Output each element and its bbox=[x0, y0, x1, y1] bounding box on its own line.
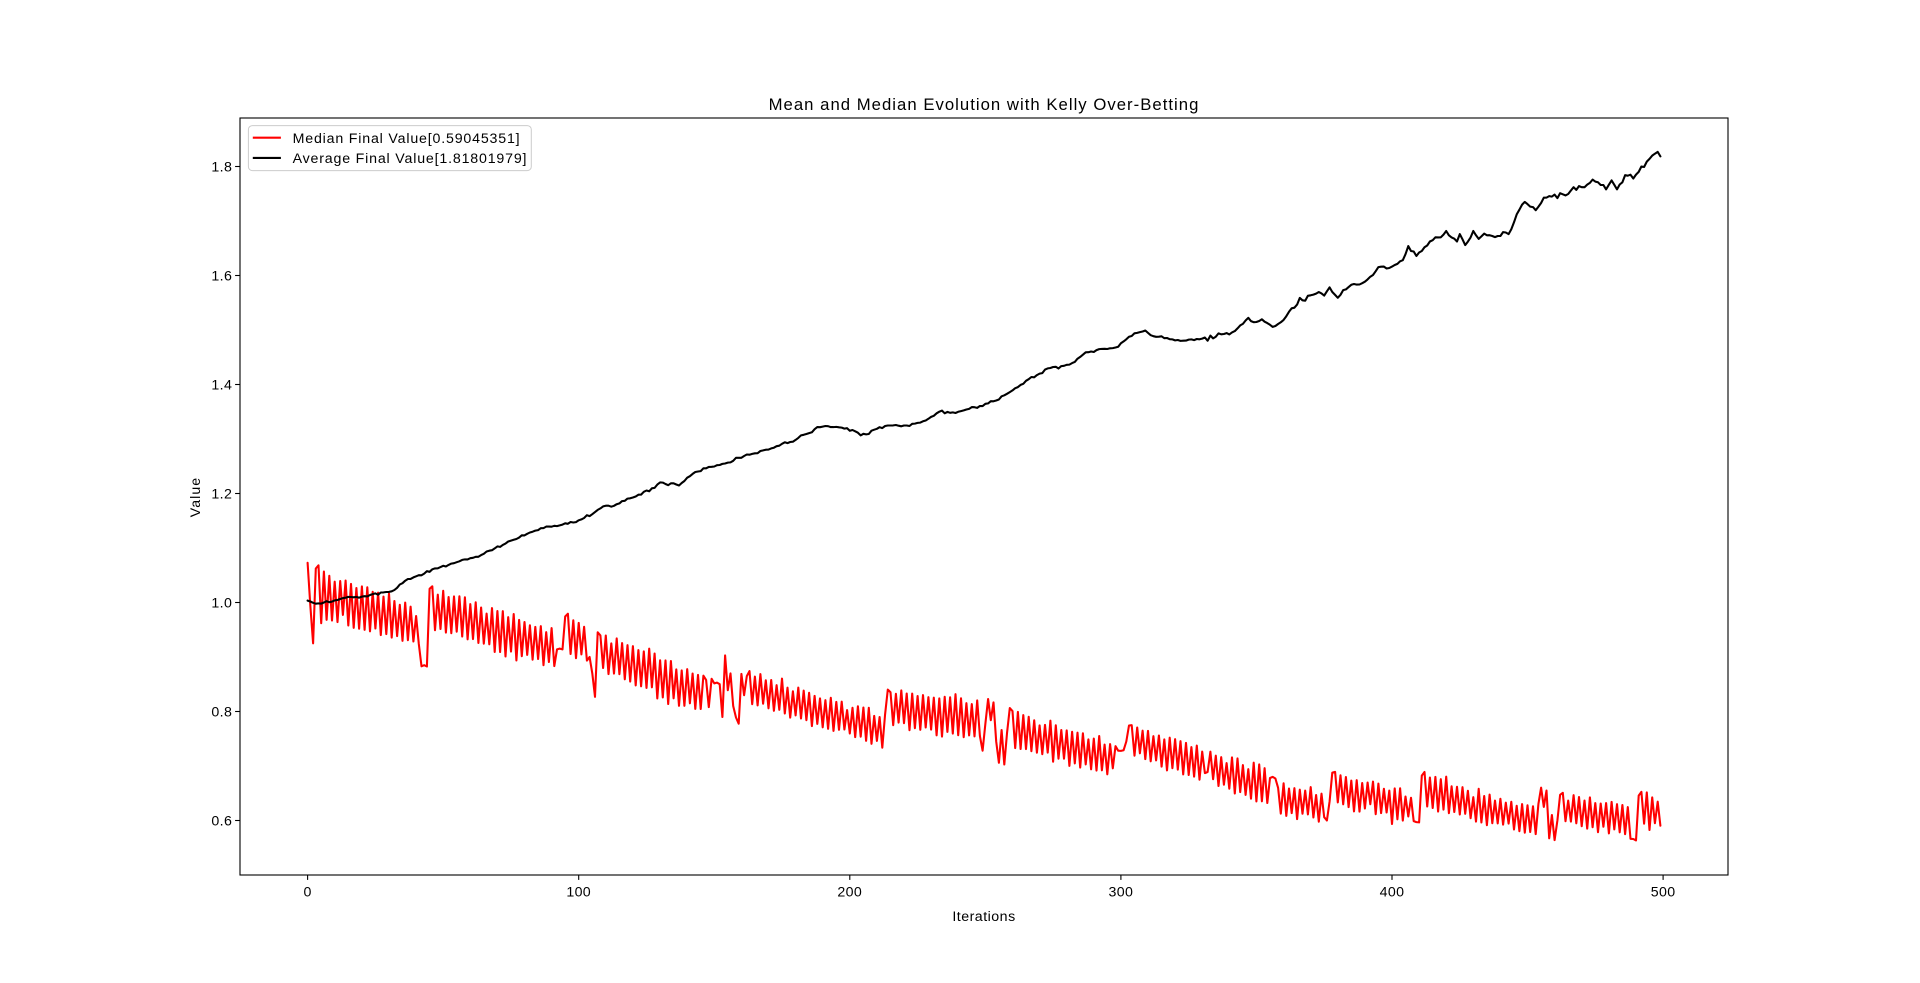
svg-text:200: 200 bbox=[837, 885, 862, 901]
svg-text:1.2: 1.2 bbox=[211, 486, 232, 502]
svg-text:0.6: 0.6 bbox=[211, 813, 232, 829]
svg-text:1.8: 1.8 bbox=[211, 159, 232, 175]
svg-text:1.6: 1.6 bbox=[211, 268, 232, 284]
svg-text:1.0: 1.0 bbox=[211, 595, 232, 611]
svg-text:Mean and Median Evolution with: Mean and Median Evolution with Kelly Ove… bbox=[769, 95, 1200, 114]
svg-text:100: 100 bbox=[566, 885, 591, 901]
svg-text:400: 400 bbox=[1380, 885, 1405, 901]
svg-text:Median Final Value[0.59045351]: Median Final Value[0.59045351] bbox=[293, 131, 521, 147]
svg-text:Value: Value bbox=[188, 477, 204, 517]
svg-text:1.4: 1.4 bbox=[211, 377, 232, 393]
svg-text:0.8: 0.8 bbox=[211, 704, 232, 720]
svg-text:Average Final Value[1.81801979: Average Final Value[1.81801979] bbox=[293, 151, 528, 167]
svg-text:Iterations: Iterations bbox=[952, 909, 1015, 925]
svg-text:0: 0 bbox=[303, 885, 311, 901]
svg-text:300: 300 bbox=[1109, 885, 1134, 901]
svg-text:500: 500 bbox=[1651, 885, 1676, 901]
